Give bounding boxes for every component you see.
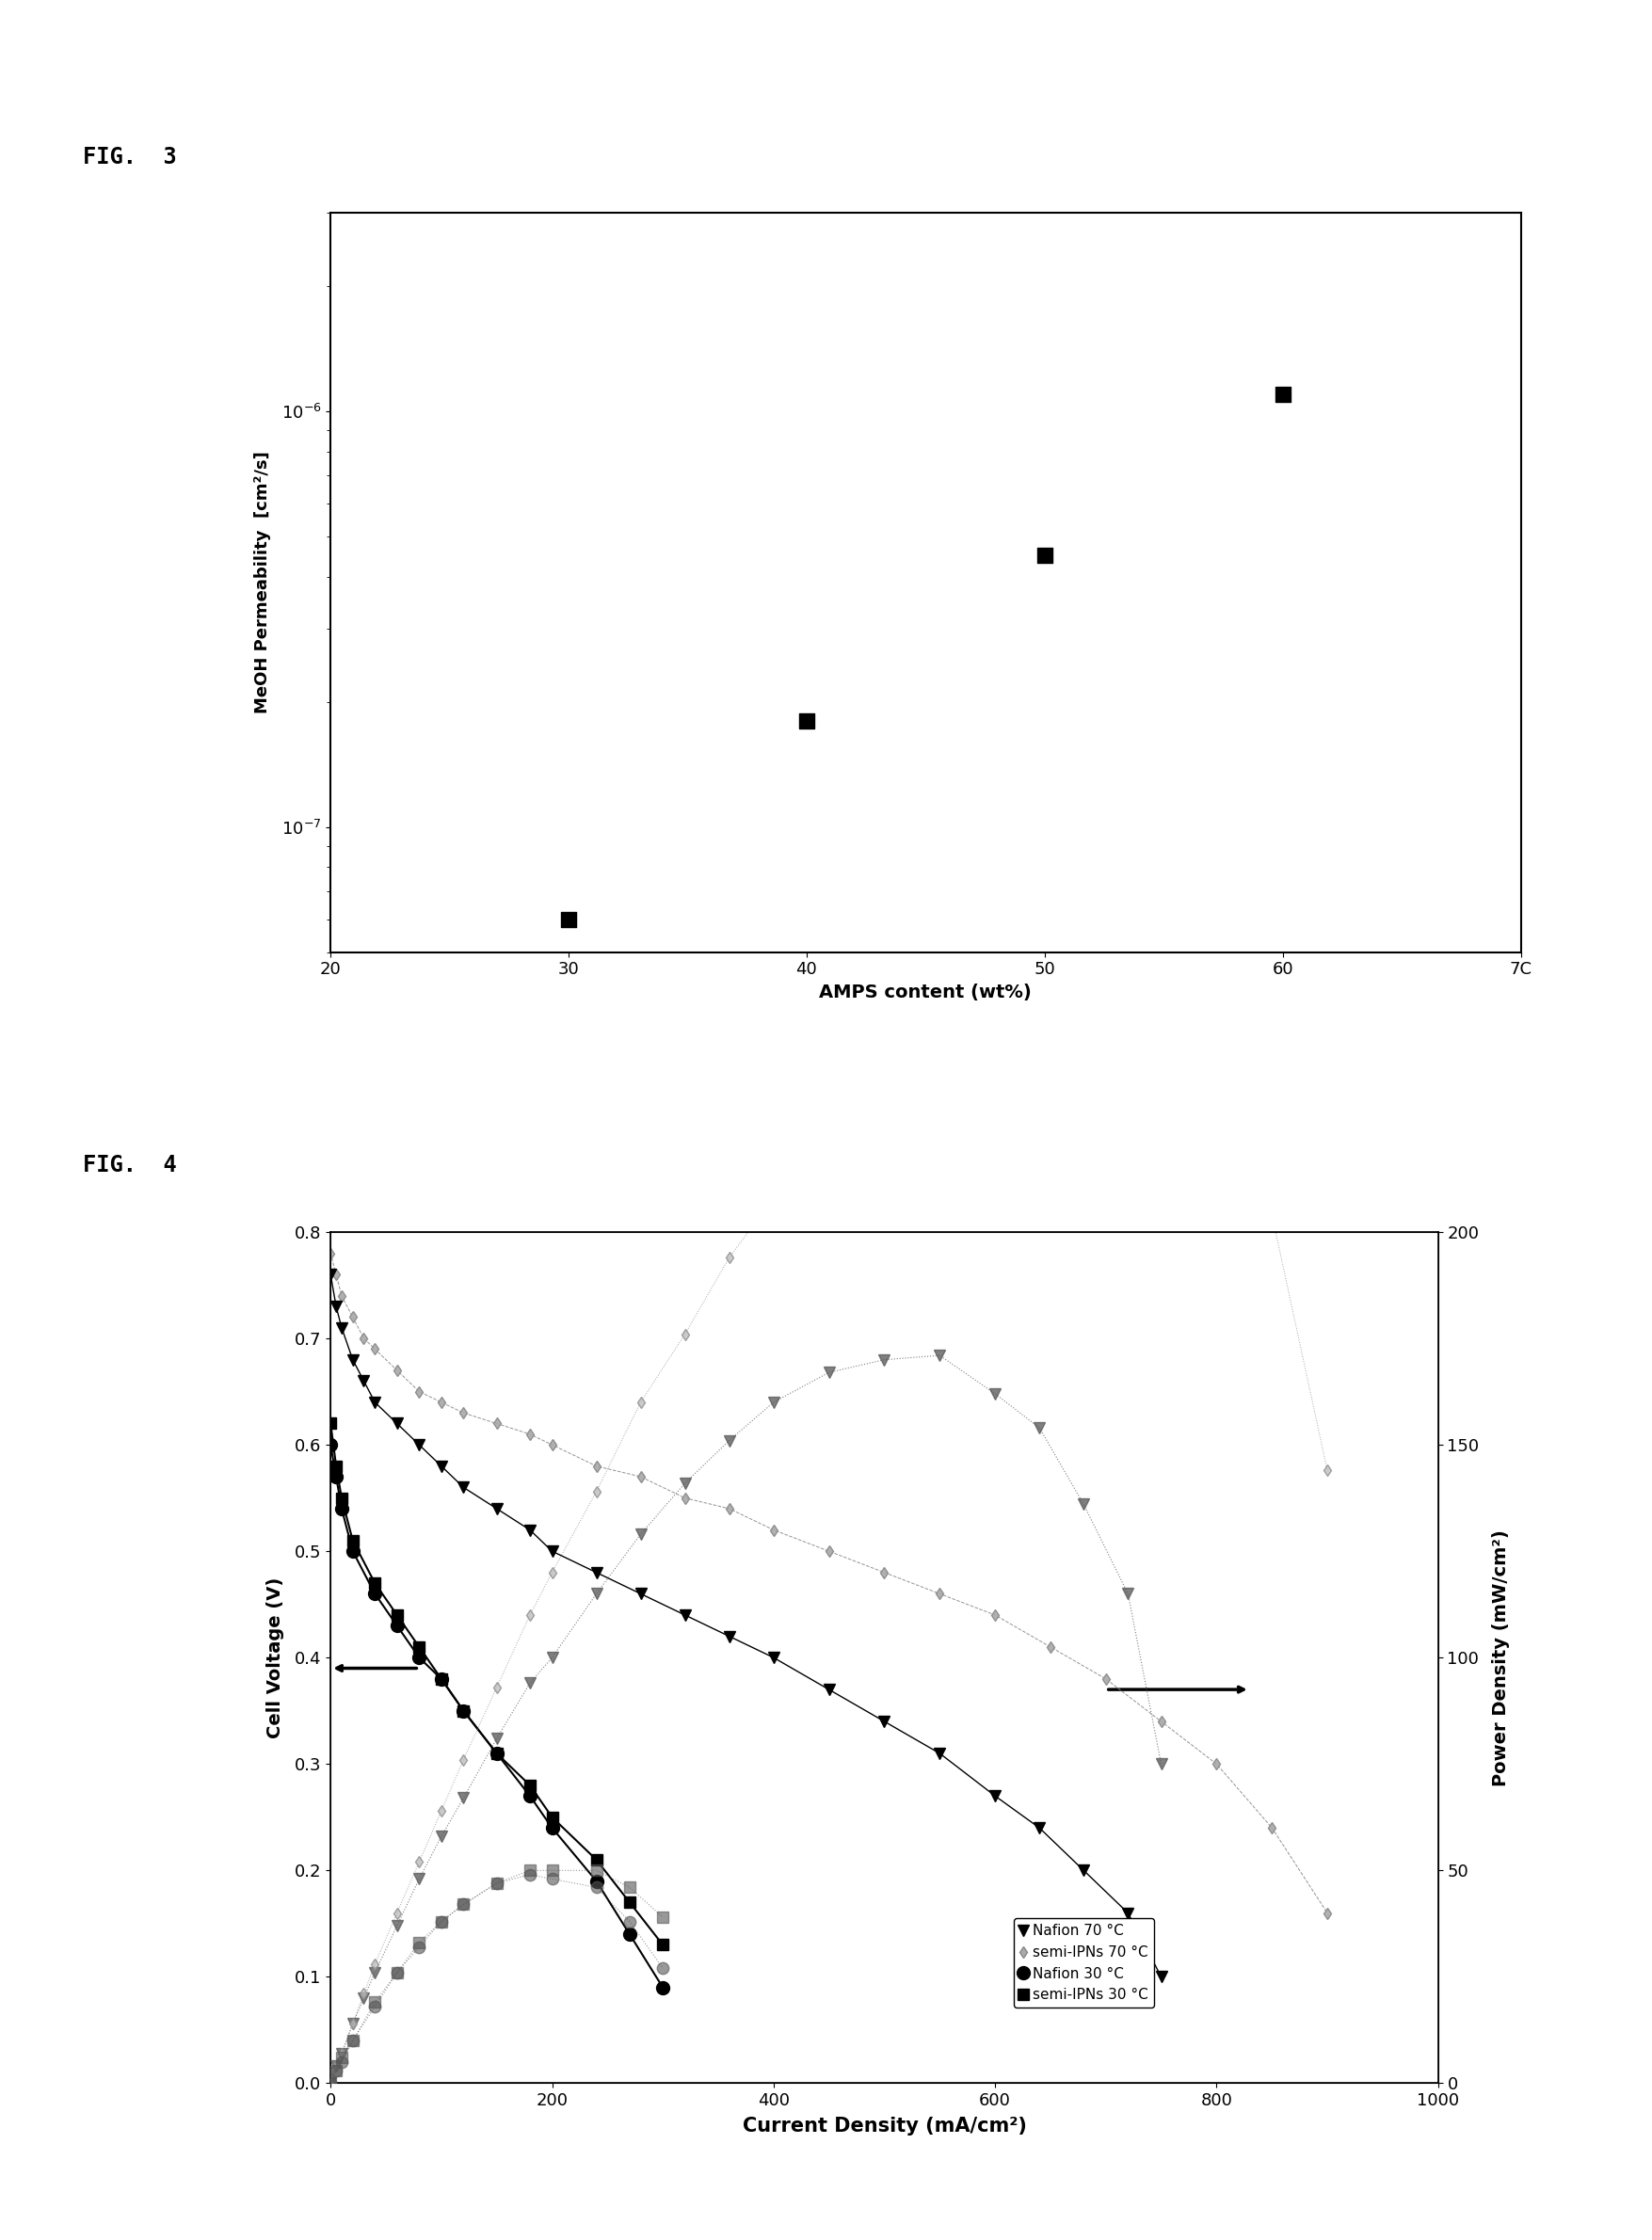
Point	[1269, 376, 1295, 412]
Y-axis label: Cell Voltage (V): Cell Voltage (V)	[266, 1577, 284, 1738]
Text: FIG.  4: FIG. 4	[83, 1154, 177, 1176]
Point	[793, 703, 819, 739]
X-axis label: AMPS content (wt%): AMPS content (wt%)	[819, 983, 1031, 1001]
X-axis label: Current Density (mA/cm²): Current Density (mA/cm²)	[742, 2117, 1026, 2137]
Y-axis label: MeOH Permeability  [cm²/s]: MeOH Permeability [cm²/s]	[253, 450, 271, 715]
Point	[1031, 538, 1057, 573]
Text: FIG.  3: FIG. 3	[83, 146, 177, 168]
Y-axis label: Power Density (mW/cm²): Power Density (mW/cm²)	[1492, 1530, 1510, 1785]
Legend: Nafion 70 °C, semi-IPNs 70 °C, Nafion 30 °C, semi-IPNs 30 °C: Nafion 70 °C, semi-IPNs 70 °C, Nafion 30…	[1013, 1917, 1153, 2007]
Point	[555, 900, 582, 936]
